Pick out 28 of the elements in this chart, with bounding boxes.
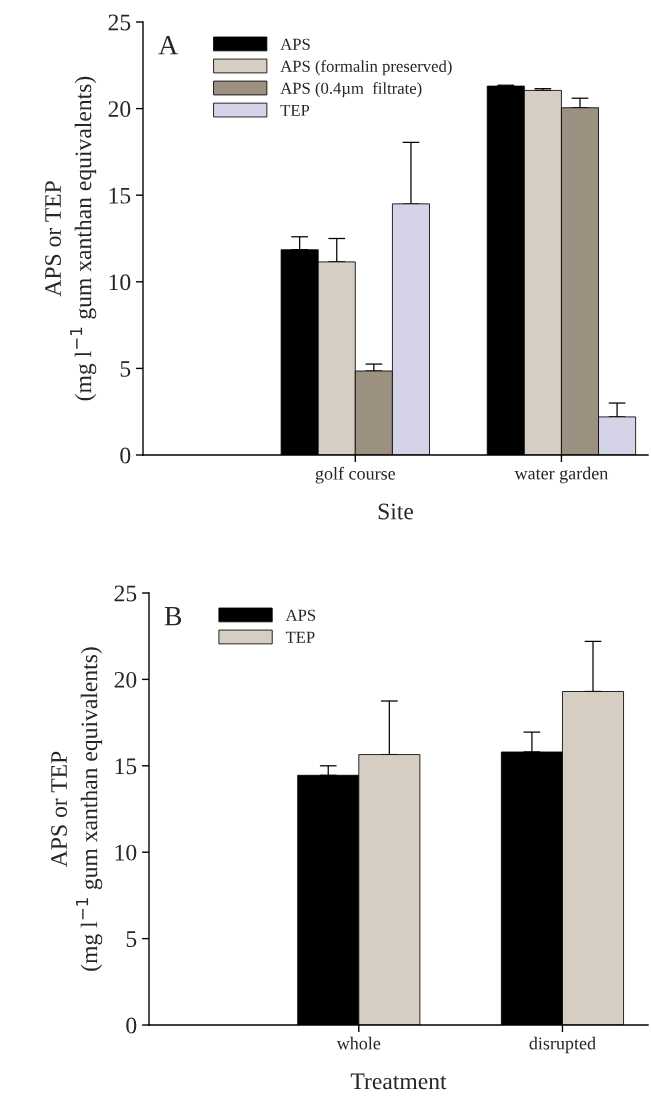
y-tick-label: 5 <box>126 931 137 948</box>
text: APS or TEP (mg l$^{−1}$ gum xanthan equivalents) <box>45 76 97 401</box>
y-tick-label: 10 <box>115 844 137 861</box>
y-tick-label: 20 <box>108 101 131 118</box>
annotation: A <box>158 35 179 55</box>
y-tick-label: 5 <box>120 361 131 377</box>
y-tick-label: 15 <box>109 187 131 204</box>
legend-label: APS <box>285 609 316 621</box>
x-tick-label: whole <box>336 1036 381 1050</box>
annotation: B <box>164 607 182 626</box>
legend-label: TEP <box>280 104 310 116</box>
y-tick-label: 20 <box>114 671 137 688</box>
legend-label: APS (0.4µm filtrate) <box>280 82 422 98</box>
y-tick-label: 15 <box>115 758 137 775</box>
text: APS or TEP (mg l$^{−1}$ gum xanthan equivalents) <box>51 647 103 971</box>
x-tick-label: disrupted <box>529 1036 596 1054</box>
y-tick-label: 25 <box>108 14 131 31</box>
y-tick-label: 25 <box>114 585 137 602</box>
y-tick-label: 0 <box>120 447 131 464</box>
x-tick-label: golf course <box>315 466 396 484</box>
y-tick-label: 0 <box>126 1017 137 1034</box>
x-axis-title: Treatment <box>350 1073 447 1090</box>
legend-label: APS <box>280 38 310 50</box>
y-tick-label: 10 <box>109 274 131 291</box>
legend-label: APS (formalin preserved) <box>280 59 452 76</box>
x-axis-title: Site <box>378 503 414 520</box>
x-tick-label: water garden <box>514 466 609 484</box>
legend-label: TEP <box>285 631 315 643</box>
